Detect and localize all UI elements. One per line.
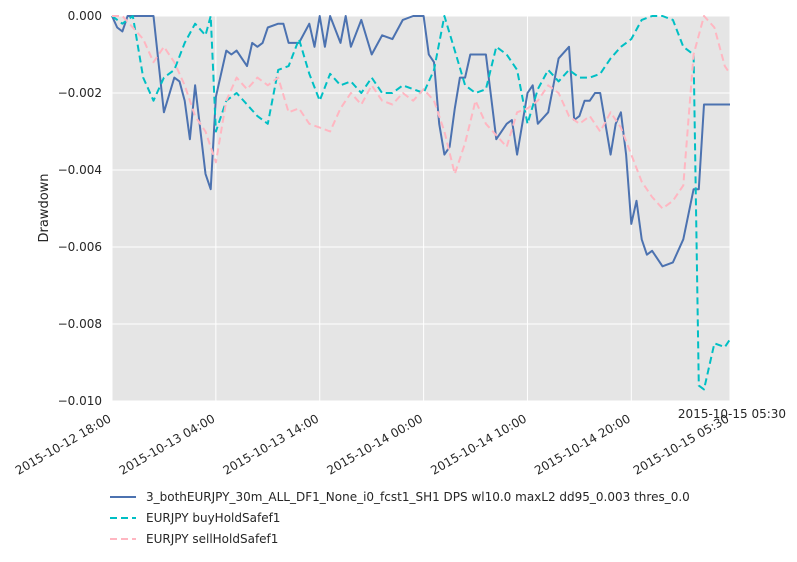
- x-tick-label: 2015-10-14 10:00: [428, 411, 529, 477]
- y-tick-label: −0.008: [58, 317, 102, 331]
- series-line: [111, 15, 730, 268]
- y-axis-label: Drawdown: [37, 173, 52, 242]
- x-tick-label: 2015-10-14 20:00: [532, 411, 633, 477]
- legend: 3_bothEURJPY_30m_ALL_DF1_None_i0_fcst1_S…: [110, 490, 690, 546]
- series-lines: [111, 15, 731, 391]
- x-tick-label: 2015-10-14 00:00: [324, 411, 425, 477]
- x-tick-label: 2015-10-13 04:00: [117, 411, 218, 477]
- x-tick-labels: 2015-10-12 18:00 2015-10-13 04:00 2015-10-…: [13, 411, 732, 477]
- series-line: [112, 15, 731, 210]
- x-corner-label: 2015-10-15 05:30: [678, 407, 786, 421]
- y-tick-label: −0.010: [58, 394, 102, 408]
- series-line: [111, 15, 731, 391]
- x-tick-label: 2015-10-15 05:30: [631, 411, 732, 477]
- plot-background: [112, 16, 730, 401]
- legend-label: 3_bothEURJPY_30m_ALL_DF1_None_i0_fcst1_S…: [146, 490, 690, 504]
- legend-label: EURJPY sellHoldSafef1: [146, 532, 278, 546]
- y-tick-labels: 0.000 −0.002 −0.004 −0.006 −0.008 −0.010: [58, 9, 102, 408]
- y-tick-label: −0.004: [58, 163, 102, 177]
- y-tick-label: −0.002: [58, 86, 102, 100]
- legend-label: EURJPY buyHoldSafef1: [146, 511, 280, 525]
- y-tick-label: −0.006: [58, 240, 102, 254]
- y-tick-label: 0.000: [68, 9, 102, 23]
- x-tick-label: 2015-10-12 18:00: [13, 411, 114, 477]
- x-tick-label: 2015-10-13 14:00: [221, 411, 322, 477]
